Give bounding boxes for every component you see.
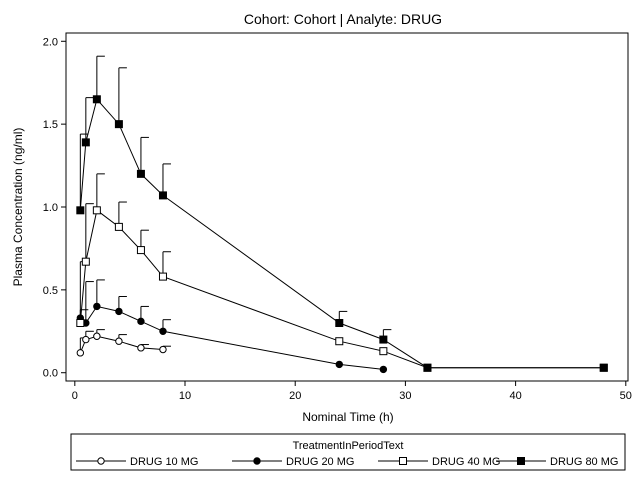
data-point [81,138,90,147]
series-4 [76,55,608,372]
data-point [92,206,101,215]
legend-label: DRUG 80 MG [550,456,618,468]
y-tick-label: 1.0 [43,202,58,214]
data-point [81,257,90,266]
series-layer [76,55,608,374]
data-point [517,457,525,465]
data-point [379,347,388,356]
x-axis: 0 10 20 30 40 50 [72,381,632,402]
data-point [599,363,608,372]
series-line [79,98,604,369]
y-tick-label: 2.0 [43,36,58,48]
data-point [76,349,85,357]
y-axis: 0.0 0.5 1.0 1.5 2.0 [43,36,66,380]
data-point [114,120,123,129]
y-axis-label: Plasma Concentration (ng/ml) [11,128,25,287]
chart-title: Cohort: Cohort | Analyte: DRUG [244,11,442,27]
data-point [82,335,90,344]
data-point [335,360,343,369]
legend: TreatmentInPeriodText DRUG 10 MG DRUG 20 … [70,433,626,471]
x-tick-label: 30 [399,390,411,402]
data-point [115,337,123,345]
legend-label: DRUG 40 MG [432,456,500,468]
data-point [136,246,145,255]
data-point [97,457,105,465]
x-tick-label: 20 [289,390,301,402]
data-point [158,272,167,281]
plot-frame [65,32,629,382]
legend-item: DRUG 40 MG [378,456,500,468]
legend-item: DRUG 10 MG [76,456,198,468]
legend-title: TreatmentInPeriodText [293,440,404,452]
x-tick-label: 40 [509,390,521,402]
data-point [76,319,85,327]
y-tick-label: 1.5 [43,119,58,131]
data-point [399,457,407,465]
series-line [79,209,604,369]
y-tick-label: 0.0 [43,368,58,380]
data-point [137,317,145,326]
data-point [379,365,388,374]
data-point [76,206,85,215]
data-point [92,95,101,104]
legend-item: DRUG 20 MG [232,456,354,468]
data-point [335,319,344,327]
data-point [136,169,145,178]
data-point [159,345,167,354]
legend-box [70,433,626,471]
data-point [93,332,101,340]
data-point [93,302,101,311]
plot-area-border [65,32,629,382]
data-point [159,327,167,335]
data-point [158,191,167,200]
data-point [253,457,261,465]
y-tick-label: 0.5 [43,285,58,297]
x-tick-label: 50 [620,390,632,402]
data-point [114,222,123,231]
legend-item: DRUG 80 MG [496,456,618,468]
data-point [115,307,123,316]
data-point [379,335,388,344]
x-tick-label: 10 [179,390,191,402]
data-point [423,363,432,372]
series-2 [76,279,388,374]
legend-label: DRUG 10 MG [130,456,198,468]
x-axis-label: Nominal Time (h) [302,410,393,424]
data-point [137,344,145,352]
series-1 [76,329,171,357]
x-tick-label: 0 [72,390,78,402]
legend-items: DRUG 10 MG DRUG 20 MG DRUG 40 MG DRUG 80 MG [76,456,618,468]
legend-label: DRUG 20 MG [286,456,354,468]
series-3 [76,173,608,372]
data-point [335,337,344,346]
